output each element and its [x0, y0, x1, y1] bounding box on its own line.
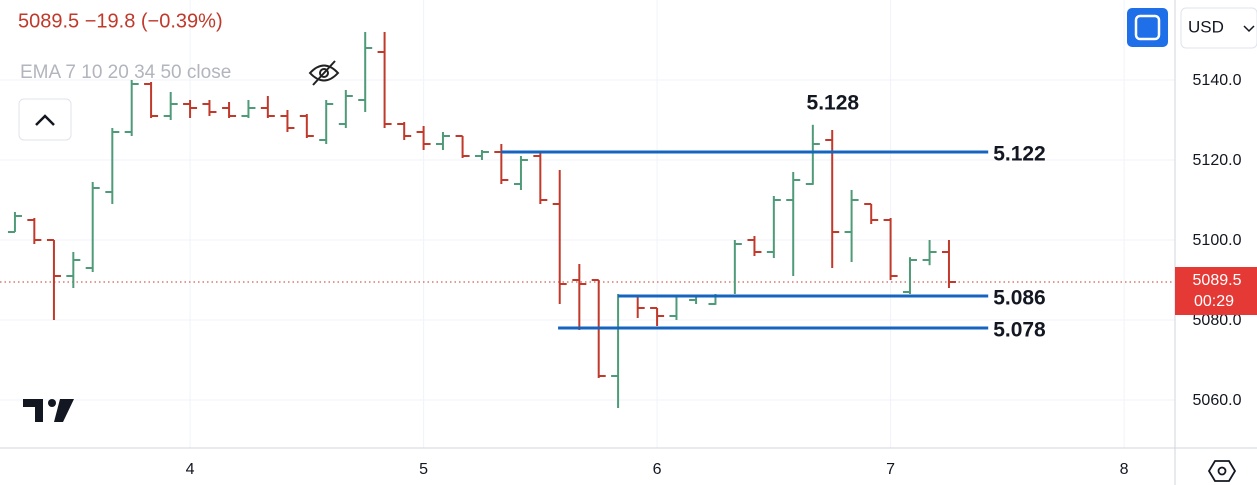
- currency: USD: [1188, 17, 1224, 36]
- pupil: [319, 68, 329, 78]
- logo-dot: [48, 399, 56, 407]
- button-box: [1127, 8, 1168, 47]
- x-tick-label: 8: [1120, 461, 1129, 478]
- fullscreen-button[interactable]: [1127, 8, 1168, 47]
- select-box: [1180, 7, 1257, 49]
- hexagon: [1207, 460, 1237, 482]
- y-tick-label: 5120.0: [1193, 152, 1242, 169]
- button-box: [18, 98, 72, 141]
- x-tick-label: 5: [419, 461, 428, 478]
- countdown: 00:29: [1194, 293, 1234, 310]
- slash: [312, 60, 336, 86]
- level-label: 5.078: [993, 319, 1046, 342]
- currency-select[interactable]: USD: [1180, 7, 1257, 49]
- x-tick-label: 4: [186, 461, 195, 478]
- logo-v: [54, 399, 74, 422]
- annotation: 5.128: [807, 92, 860, 115]
- chevron: [35, 114, 55, 126]
- x-tick-label: 7: [886, 461, 895, 478]
- logo-t: [23, 399, 43, 422]
- grid: [0, 0, 1175, 448]
- y-tick-label: 5100.0: [1193, 232, 1242, 249]
- last-price-label: 5089.5: [1193, 272, 1242, 289]
- frame-icon: [1134, 14, 1161, 41]
- hide-icon[interactable]: [308, 60, 340, 86]
- last-price-tag: [1175, 267, 1257, 315]
- level-label: 5.086: [993, 287, 1046, 310]
- logo: [23, 399, 74, 422]
- x-tick-label: 6: [653, 461, 662, 478]
- chevron: [1243, 25, 1255, 33]
- y-tick-label: 5140.0: [1193, 72, 1242, 89]
- level-label: 5.122: [993, 143, 1046, 166]
- quote: 5089.5 −19.8 (−0.39%): [18, 10, 223, 32]
- indicators: EMA 7 10 20 34 50 close: [20, 62, 231, 83]
- collapse-button[interactable]: [18, 98, 72, 141]
- y-tick-label: 5080.0: [1193, 312, 1242, 329]
- hole: [1217, 466, 1227, 476]
- y-tick-label: 5060.0: [1193, 392, 1242, 409]
- settings-icon[interactable]: [1207, 460, 1237, 482]
- marks: [0, 32, 1175, 408]
